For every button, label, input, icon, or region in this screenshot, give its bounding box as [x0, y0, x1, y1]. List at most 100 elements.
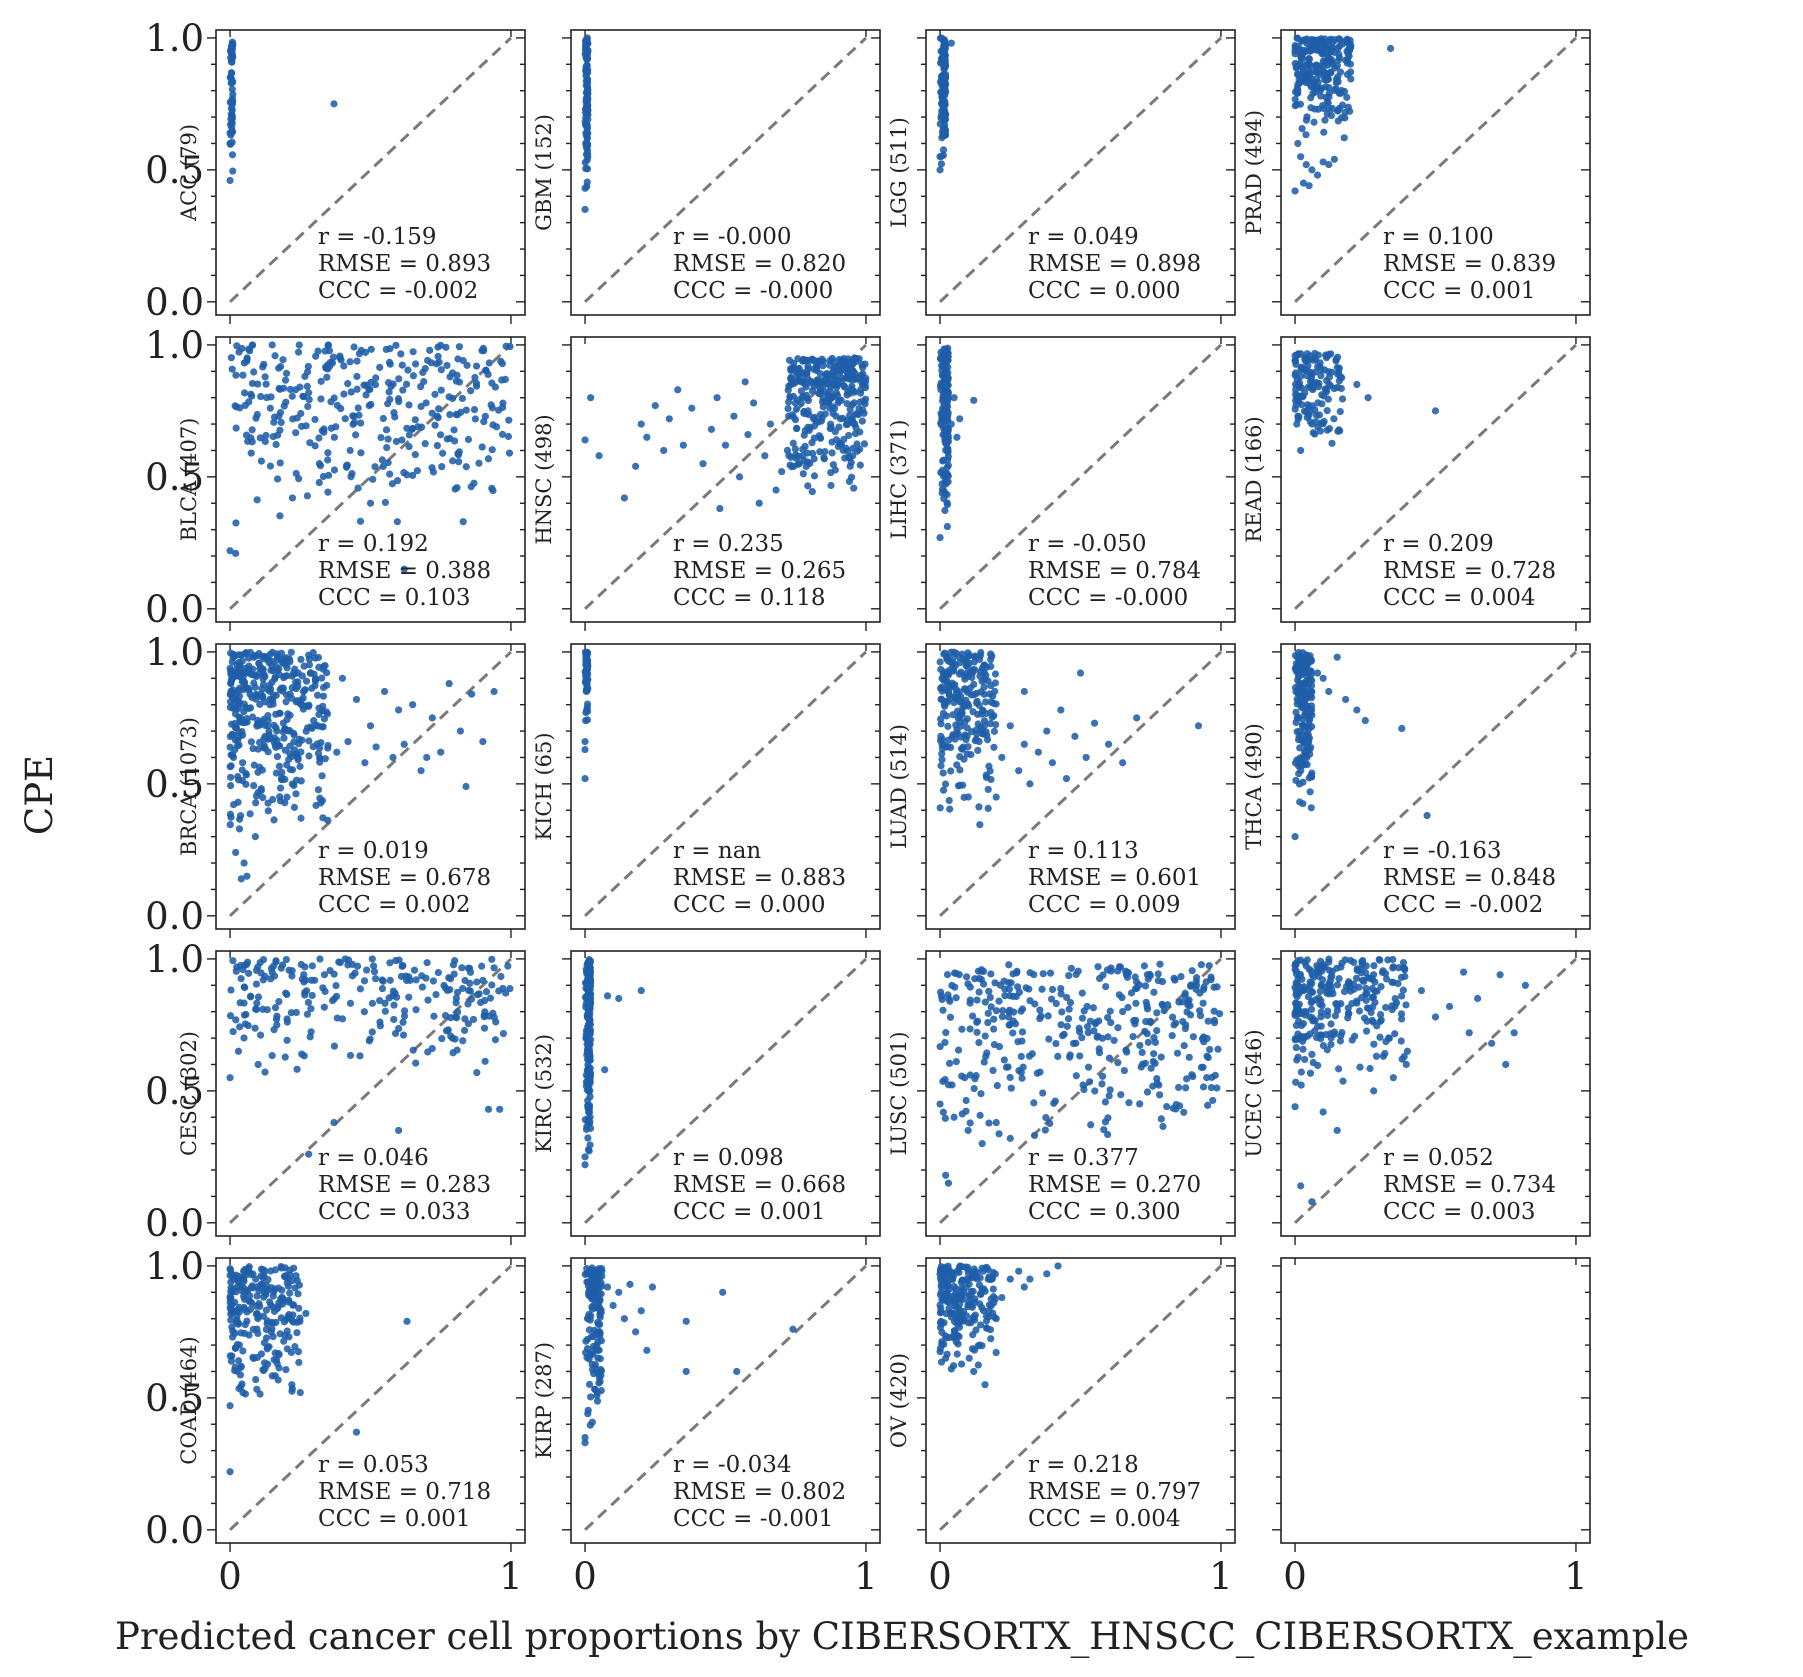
data-point	[354, 484, 362, 492]
stat-r: r = 0.209	[1383, 531, 1494, 557]
data-point	[1417, 986, 1426, 995]
data-point	[951, 694, 960, 702]
data-point	[1318, 50, 1326, 58]
data-point	[823, 370, 831, 378]
data-point	[454, 1008, 462, 1016]
data-point	[803, 458, 812, 466]
data-point	[598, 1265, 606, 1273]
data-point	[250, 761, 258, 769]
data-point	[1376, 1017, 1384, 1025]
data-point	[1323, 426, 1331, 434]
data-point	[1064, 1015, 1073, 1023]
data-point	[1308, 1198, 1316, 1206]
data-point	[314, 786, 323, 794]
data-point	[1062, 774, 1071, 783]
data-point	[296, 1388, 304, 1397]
data-point	[593, 1397, 602, 1405]
data-point	[583, 684, 591, 692]
data-point	[840, 382, 848, 390]
data-point	[1153, 1027, 1161, 1035]
data-point	[1297, 350, 1305, 358]
data-point	[945, 995, 953, 1003]
data-point	[323, 681, 331, 689]
data-point	[273, 656, 281, 664]
stat-r: r = 0.049	[1028, 224, 1139, 250]
data-point	[386, 470, 394, 478]
data-point	[784, 404, 792, 413]
data-point	[987, 1003, 995, 1011]
data-point	[1020, 687, 1028, 696]
data-point	[229, 957, 237, 965]
identity-line	[939, 36, 1222, 303]
data-point	[1163, 1102, 1171, 1111]
data-point	[402, 380, 411, 388]
data-point	[445, 679, 453, 688]
data-point	[237, 875, 245, 883]
data-point	[367, 378, 375, 387]
data-point	[337, 405, 345, 413]
data-point	[278, 961, 287, 969]
data-point	[945, 1333, 954, 1342]
data-point	[988, 652, 996, 660]
data-point	[435, 405, 443, 413]
data-point	[1331, 1012, 1339, 1020]
data-point	[459, 984, 467, 993]
data-point	[379, 462, 387, 470]
data-point	[1065, 1005, 1073, 1013]
data-point	[1293, 695, 1301, 703]
data-point	[315, 434, 323, 442]
identity-line	[1294, 650, 1577, 917]
data-point	[1207, 973, 1215, 981]
data-point	[946, 1013, 955, 1021]
panel-frame	[570, 336, 881, 623]
stat-rmse: RMSE = 0.388	[318, 558, 491, 584]
data-point	[1026, 780, 1034, 788]
data-point	[1015, 1066, 1023, 1075]
data-point	[1319, 963, 1327, 971]
data-point	[235, 651, 243, 659]
data-point	[1297, 703, 1306, 712]
data-point	[259, 794, 267, 802]
data-point	[272, 724, 280, 732]
panel-label: READ (166)	[1242, 416, 1266, 542]
stat-ccc: CCC = -0.002	[1383, 892, 1543, 918]
data-point	[942, 1029, 950, 1037]
data-point	[1136, 1100, 1144, 1108]
data-point	[1101, 1098, 1110, 1106]
data-point	[292, 790, 300, 798]
data-point	[292, 678, 300, 686]
panel-frame	[925, 336, 1236, 623]
data-point	[821, 410, 829, 418]
data-point	[939, 1077, 947, 1085]
data-point	[1301, 726, 1309, 734]
data-point	[1298, 761, 1306, 770]
data-point	[288, 494, 297, 502]
data-point	[305, 702, 313, 710]
data-point	[735, 473, 744, 481]
data-point	[1039, 1089, 1047, 1097]
data-point	[232, 519, 240, 527]
data-point	[382, 426, 391, 434]
data-point	[583, 100, 591, 108]
data-point	[1291, 95, 1299, 103]
data-point	[1388, 978, 1396, 986]
data-point	[227, 679, 235, 688]
data-point	[953, 433, 961, 441]
panel-label: UCEC (546)	[1242, 1029, 1266, 1157]
data-point	[1146, 972, 1154, 980]
data-point	[1143, 1030, 1151, 1038]
data-point	[1051, 1097, 1059, 1105]
data-point	[389, 753, 397, 762]
data-point	[978, 664, 986, 672]
data-point	[381, 1007, 389, 1015]
data-point	[1117, 1091, 1125, 1099]
data-point	[275, 412, 283, 420]
data-point	[1094, 963, 1102, 971]
data-point	[499, 1029, 508, 1038]
data-point	[459, 518, 467, 526]
data-point	[389, 987, 397, 995]
data-point	[232, 1016, 240, 1024]
data-point	[1091, 1087, 1099, 1095]
data-point	[958, 1025, 966, 1033]
